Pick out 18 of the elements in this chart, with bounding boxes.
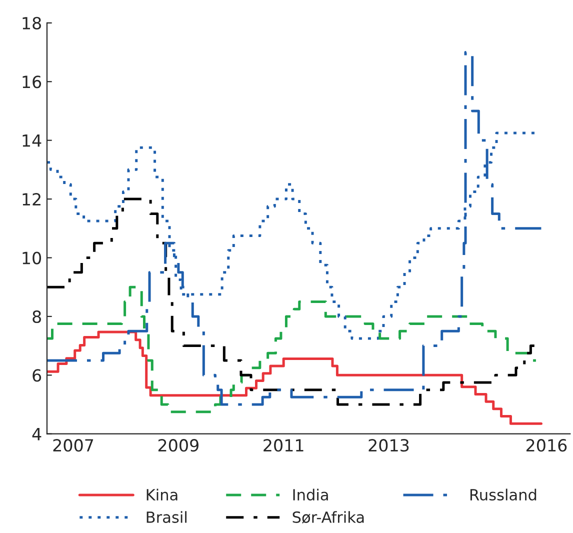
legend-label: Russland [470, 488, 536, 501]
y-tick-label: 16 [22, 76, 42, 88]
x-tick-label: 2013 [368, 439, 409, 452]
x-tick-label: 2016 [526, 439, 567, 452]
y-tick-label: 18 [22, 16, 41, 30]
y-tick-label: 14 [22, 134, 42, 147]
y-tick-label: 10 [22, 252, 42, 264]
x-tick-label: 2011 [264, 439, 304, 452]
legend-label: Sør-Afrika [292, 511, 364, 524]
y-tick-label: 6 [32, 369, 42, 382]
legend-label: Brasil [146, 511, 186, 523]
legend-label: India [293, 488, 328, 501]
x-tick-label: 2009 [158, 439, 198, 452]
legend-label: Kina [146, 488, 178, 501]
y-tick-label: 12 [22, 193, 40, 206]
y-tick-label: 4 [32, 428, 42, 440]
x-tick-label: 2007 [53, 439, 94, 452]
y-tick-label: 8 [32, 310, 41, 324]
